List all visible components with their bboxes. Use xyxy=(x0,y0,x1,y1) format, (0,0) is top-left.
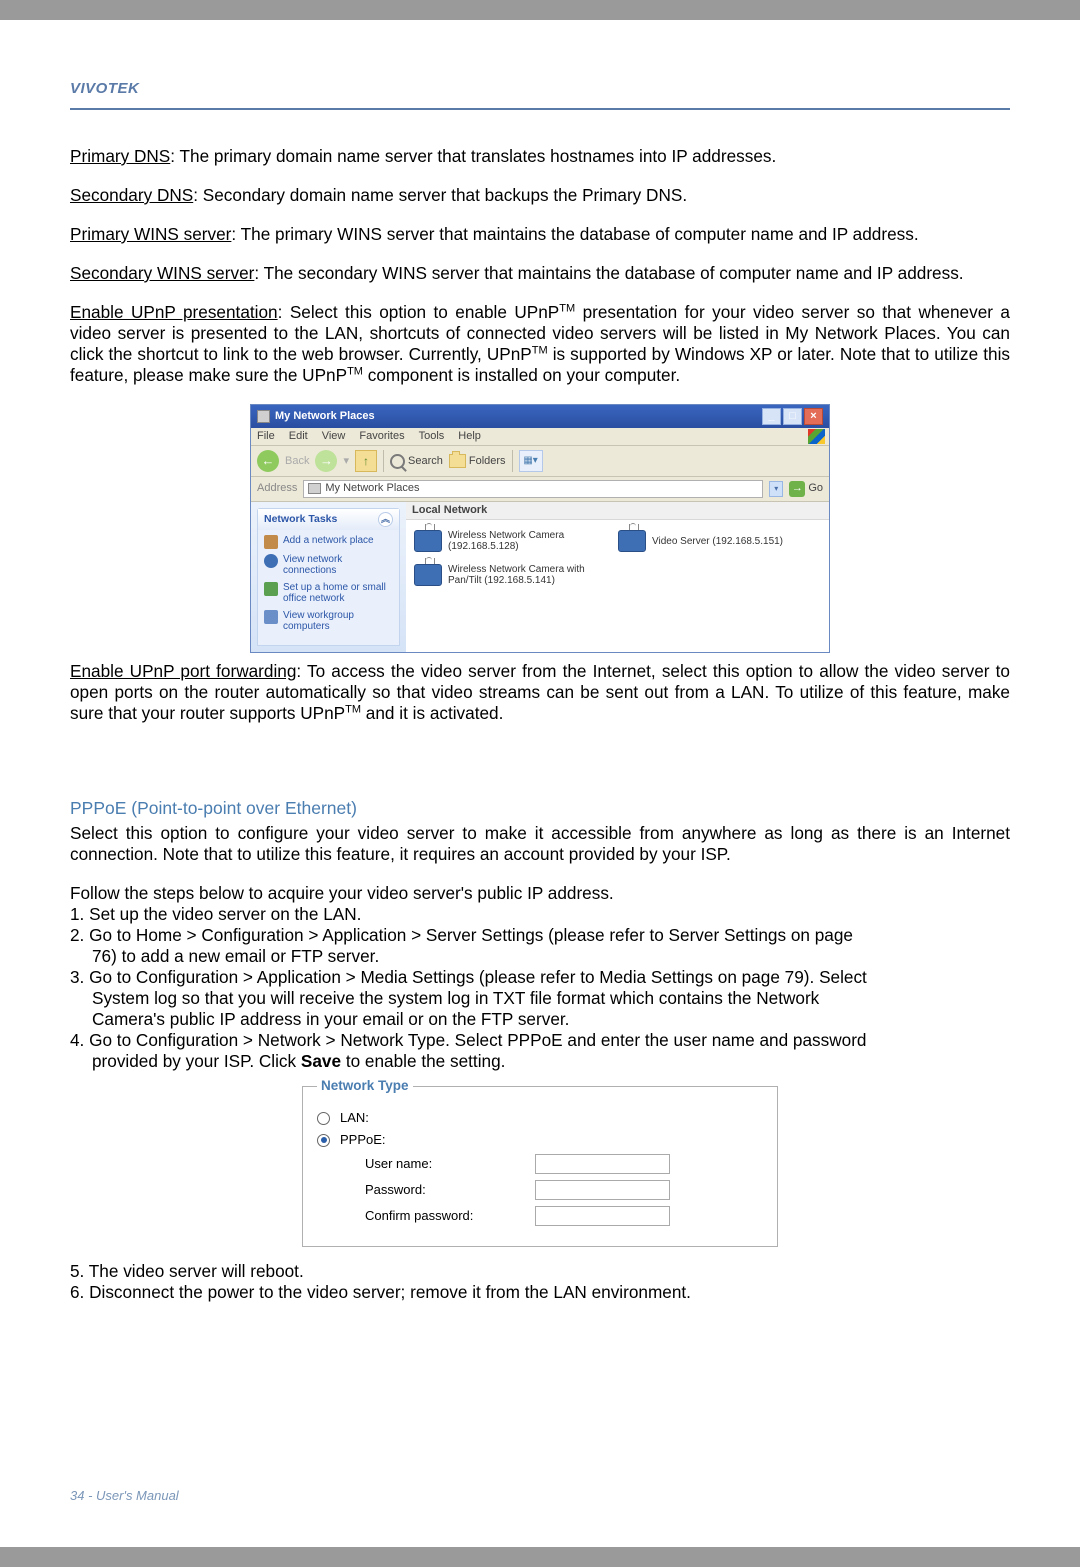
address-bar: Address My Network Places ▾ → Go xyxy=(251,477,829,501)
folder-plus-icon xyxy=(264,535,278,549)
fieldset-legend: Network Type xyxy=(317,1078,413,1094)
items-group-header: Local Network xyxy=(406,502,829,520)
term-secondary-dns: Secondary DNS: Secondary domain name ser… xyxy=(70,185,1010,206)
network-items-pane: Local Network Wireless Network Camera (1… xyxy=(406,502,829,652)
collapse-icon[interactable]: ︽ xyxy=(378,512,393,527)
menu-view[interactable]: View xyxy=(322,430,346,443)
confirm-password-label: Confirm password: xyxy=(365,1208,535,1224)
term-upnp-presentation: Enable UPnP presentation: Select this op… xyxy=(70,302,1010,386)
network-item-video-server[interactable]: Video Server (192.168.5.151) xyxy=(618,530,783,552)
menu-help[interactable]: Help xyxy=(458,430,481,443)
views-button[interactable]: ▦▾ xyxy=(519,450,543,472)
radio-pppoe-row[interactable]: PPPoE: xyxy=(317,1132,763,1148)
computers-icon xyxy=(264,610,278,624)
username-input[interactable] xyxy=(535,1154,670,1174)
menu-file[interactable]: File xyxy=(257,430,275,443)
pppoe-steps: 1. Set up the video server on the LAN. 2… xyxy=(70,904,1010,1072)
pppoe-steps-cont: 5. The video server will reboot. 6. Disc… xyxy=(70,1261,1010,1303)
search-icon xyxy=(390,454,405,469)
address-label: Address xyxy=(257,482,297,495)
search-button[interactable]: Search xyxy=(390,454,443,469)
task-view-connections[interactable]: View network connections xyxy=(264,554,393,577)
section-pppoe-title: PPPoE (Point-to-point over Ethernet) xyxy=(70,798,1010,819)
menu-favorites[interactable]: Favorites xyxy=(359,430,404,443)
address-input[interactable]: My Network Places xyxy=(303,480,763,497)
step-5: 5. The video server will reboot. xyxy=(70,1261,1010,1282)
network-places-window: My Network Places _ □ × File Edit View F… xyxy=(250,404,830,653)
term-primary-dns: Primary DNS: The primary domain name ser… xyxy=(70,146,1010,167)
up-button[interactable] xyxy=(355,450,377,472)
manual-page: VIVOTEK Primary DNS: The primary domain … xyxy=(0,20,1080,1547)
task-setup-network[interactable]: Set up a home or small office network xyxy=(264,582,393,605)
network-item-camera1[interactable]: Wireless Network Camera (192.168.5.128) xyxy=(414,530,588,552)
radio-lan[interactable] xyxy=(317,1112,330,1125)
back-button[interactable]: ← xyxy=(257,450,279,472)
close-button[interactable]: × xyxy=(804,408,823,425)
minimize-button[interactable]: _ xyxy=(762,408,781,425)
window-icon xyxy=(257,410,270,423)
network-type-form: Network Type LAN: PPPoE: User name: Pass… xyxy=(302,1078,778,1247)
term-secondary-wins: Secondary WINS server: The secondary WIN… xyxy=(70,263,1010,284)
page-footer: 34 - User's Manual xyxy=(70,1488,179,1503)
camera-icon xyxy=(618,530,646,552)
tasks-sidebar: Network Tasks ︽ Add a network place View… xyxy=(251,502,406,652)
step-6: 6. Disconnect the power to the video ser… xyxy=(70,1282,1010,1303)
radio-lan-row[interactable]: LAN: xyxy=(317,1110,763,1126)
window-titlebar: My Network Places _ □ × xyxy=(251,405,829,428)
camera-icon xyxy=(414,530,442,552)
windows-flag-icon xyxy=(808,429,825,444)
back-label: Back xyxy=(285,455,309,468)
task-add-network-place[interactable]: Add a network place xyxy=(264,535,393,549)
go-icon: → xyxy=(789,481,805,497)
folders-button[interactable]: Folders xyxy=(449,454,506,468)
step-4: 4. Go to Configuration > Network > Netwo… xyxy=(70,1030,1010,1072)
toolbar: ← Back → ▾ Search Folders ▦▾ xyxy=(251,446,829,477)
menubar: File Edit View Favorites Tools Help xyxy=(251,428,829,446)
go-button[interactable]: → Go xyxy=(789,481,823,497)
term-primary-wins: Primary WINS server: The primary WINS se… xyxy=(70,224,1010,245)
camera-icon xyxy=(414,564,442,586)
maximize-button[interactable]: □ xyxy=(783,408,802,425)
pppoe-intro: Select this option to configure your vid… xyxy=(70,823,1010,865)
term-upnp-forwarding: Enable UPnP port forwarding: To access t… xyxy=(70,661,1010,724)
page-header: VIVOTEK xyxy=(70,74,1010,110)
brand-label: VIVOTEK xyxy=(70,80,139,97)
address-icon xyxy=(308,483,321,494)
address-dropdown[interactable]: ▾ xyxy=(769,481,783,497)
step-1: 1. Set up the video server on the LAN. xyxy=(70,904,1010,925)
shield-icon xyxy=(264,582,278,596)
radio-pppoe[interactable] xyxy=(317,1134,330,1147)
confirm-password-input[interactable] xyxy=(535,1206,670,1226)
password-label: Password: xyxy=(365,1182,535,1198)
network-icon xyxy=(264,554,278,568)
page-content: Primary DNS: The primary domain name ser… xyxy=(70,146,1010,1303)
password-input[interactable] xyxy=(535,1180,670,1200)
folder-icon xyxy=(449,454,466,468)
window-title: My Network Places xyxy=(275,410,375,423)
task-view-workgroup[interactable]: View workgroup computers xyxy=(264,610,393,633)
username-label: User name: xyxy=(365,1156,535,1172)
step-2: 2. Go to Home > Configuration > Applicat… xyxy=(70,925,1010,967)
network-item-camera2[interactable]: Wireless Network Camera with Pan/Tilt (1… xyxy=(414,564,588,586)
step-3: 3. Go to Configuration > Application > M… xyxy=(70,967,1010,1030)
forward-button[interactable]: → xyxy=(315,450,337,472)
menu-tools[interactable]: Tools xyxy=(419,430,445,443)
panel-title: Network Tasks xyxy=(264,513,337,526)
pppoe-lead: Follow the steps below to acquire your v… xyxy=(70,883,1010,904)
menu-edit[interactable]: Edit xyxy=(289,430,308,443)
